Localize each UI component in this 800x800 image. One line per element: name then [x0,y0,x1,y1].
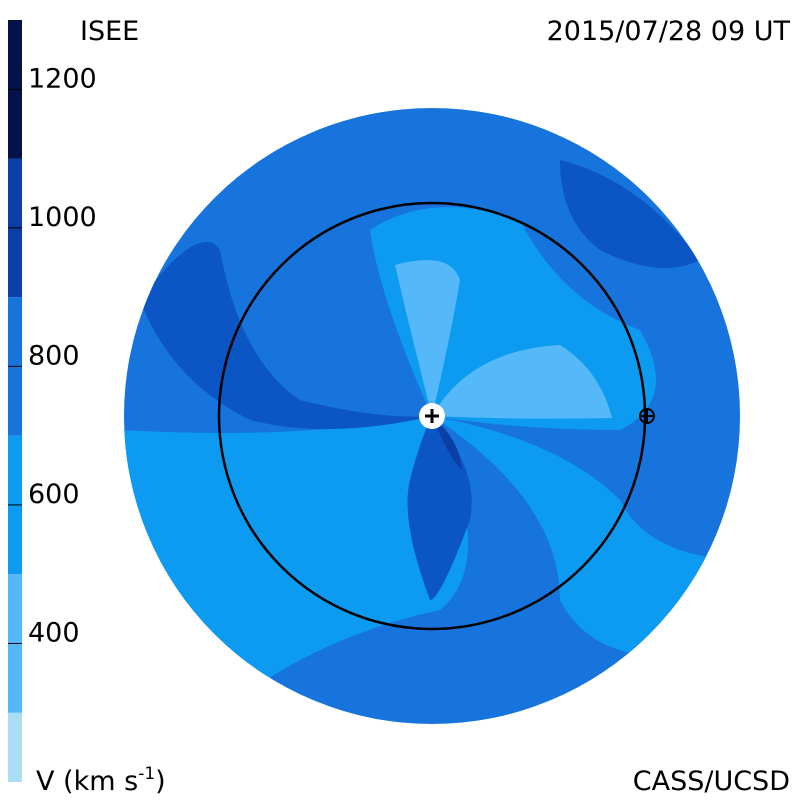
colorbar-label: V (km s-1) [36,764,166,797]
colorbar-tick-label: 1200 [28,63,97,94]
region [432,345,612,419]
colorbar-tick-label: 800 [28,340,80,371]
region [560,160,700,268]
sun-cross [425,409,439,423]
label-text: V (km s [36,766,138,797]
colorbar-band [8,712,22,782]
title: ISEE [80,16,139,47]
region [140,241,432,430]
timestamp: 2015/07/28 09 UT [547,16,791,47]
credit: CASS/UCSD [633,766,790,797]
label-close: ) [155,766,166,797]
colorbar-tick-label: 600 [28,479,80,510]
region [432,416,462,470]
label-exponent: -1 [138,764,155,784]
earth-cross [640,409,654,423]
region [395,260,460,416]
region [432,416,740,659]
colorbar-tick-label: 400 [28,617,80,648]
colorbar-tick-label: 1000 [28,202,97,233]
colorbar: 400 600 800 1000 1200 [8,20,97,782]
